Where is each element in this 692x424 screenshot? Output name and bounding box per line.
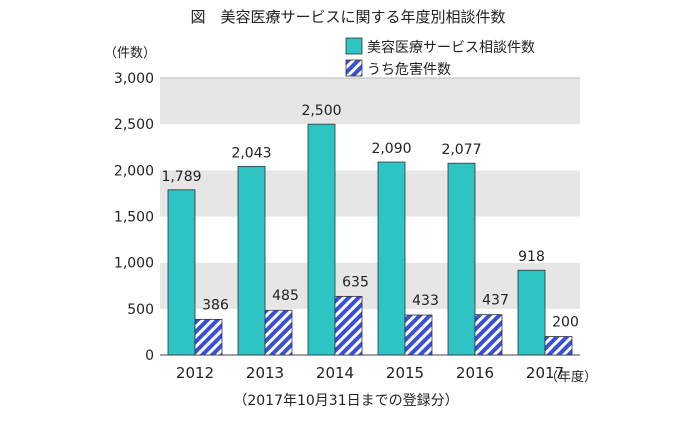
x-tick-label: 2016 <box>456 364 494 382</box>
y-axis-ticks: 0 500 1,000 1,500 2,000 2,500 3,000 <box>114 71 154 364</box>
legend-swatch-series-2 <box>345 59 363 77</box>
y-tick-label: 500 <box>127 302 154 318</box>
x-tick-label: 2014 <box>316 364 354 382</box>
x-tick-label: 2015 <box>386 364 424 382</box>
data-label-series-2: 635 <box>342 274 369 290</box>
footnote: （2017年10月31日までの登録分） <box>233 393 458 409</box>
y-tick-label: 0 <box>145 348 154 364</box>
chart-title: 図 美容医療サービスに関する年度別相談件数 <box>190 8 505 26</box>
bars <box>167 123 573 356</box>
data-label-series-1: 2,043 <box>231 145 271 161</box>
bar-series-2 <box>474 314 503 356</box>
data-label-series-1: 918 <box>518 249 545 265</box>
grid-band <box>160 216 580 263</box>
bar-series-2 <box>264 309 293 356</box>
y-axis-label: （件数） <box>104 46 156 61</box>
y-tick-label: 2,000 <box>114 163 154 179</box>
y-tick-label: 2,500 <box>114 117 154 133</box>
bar-series-2 <box>404 314 433 356</box>
x-axis-label: （年度） <box>545 369 597 385</box>
x-tick-label: 2017 <box>526 364 564 382</box>
bar-series-1 <box>517 269 546 356</box>
bar-series-2 <box>334 295 363 356</box>
data-label-series-1: 2,090 <box>371 141 411 157</box>
bar-series-1 <box>377 161 406 356</box>
legend-label-series-1: 美容医療サービス相談件数 <box>367 39 535 56</box>
bar-series-1 <box>307 123 336 356</box>
legend-swatch-series-1 <box>345 37 363 55</box>
bar-series-1 <box>167 189 196 356</box>
bar-series-2 <box>544 336 573 356</box>
grid-band <box>160 308 580 355</box>
data-label-series-1: 1,789 <box>161 169 201 185</box>
x-tick-label: 2013 <box>246 364 284 382</box>
x-tick-label: 2012 <box>176 364 214 382</box>
data-label-series-2: 386 <box>202 297 229 313</box>
data-label-series-2: 437 <box>482 293 509 309</box>
data-label-series-1: 2,077 <box>441 142 481 158</box>
bar-series-1 <box>447 162 476 356</box>
grid-band <box>160 78 580 125</box>
y-tick-label: 3,000 <box>114 71 154 87</box>
legend-label-series-2: うち危害件数 <box>367 62 451 78</box>
bar-series-1 <box>237 165 266 356</box>
grid-band <box>160 262 580 309</box>
x-axis-ticks: 2012 2013 2014 2015 2016 2017 <box>176 364 564 382</box>
legend: 美容医療サービス相談件数 うち危害件数 <box>345 37 535 78</box>
data-labels: 1,789 386 2,043 485 2,500 635 2,090 433 2,077 437… <box>161 103 578 330</box>
data-label-series-1: 2,500 <box>301 103 341 119</box>
data-label-series-2: 433 <box>412 293 439 309</box>
grid-band <box>160 124 580 171</box>
data-label-series-2: 200 <box>552 315 579 331</box>
y-tick-label: 1,000 <box>114 256 154 272</box>
y-tick-label: 1,500 <box>114 210 154 226</box>
data-label-series-2: 485 <box>272 288 299 304</box>
grid-band <box>160 170 580 217</box>
bar-series-2 <box>194 318 223 356</box>
plot-background <box>160 77 580 356</box>
